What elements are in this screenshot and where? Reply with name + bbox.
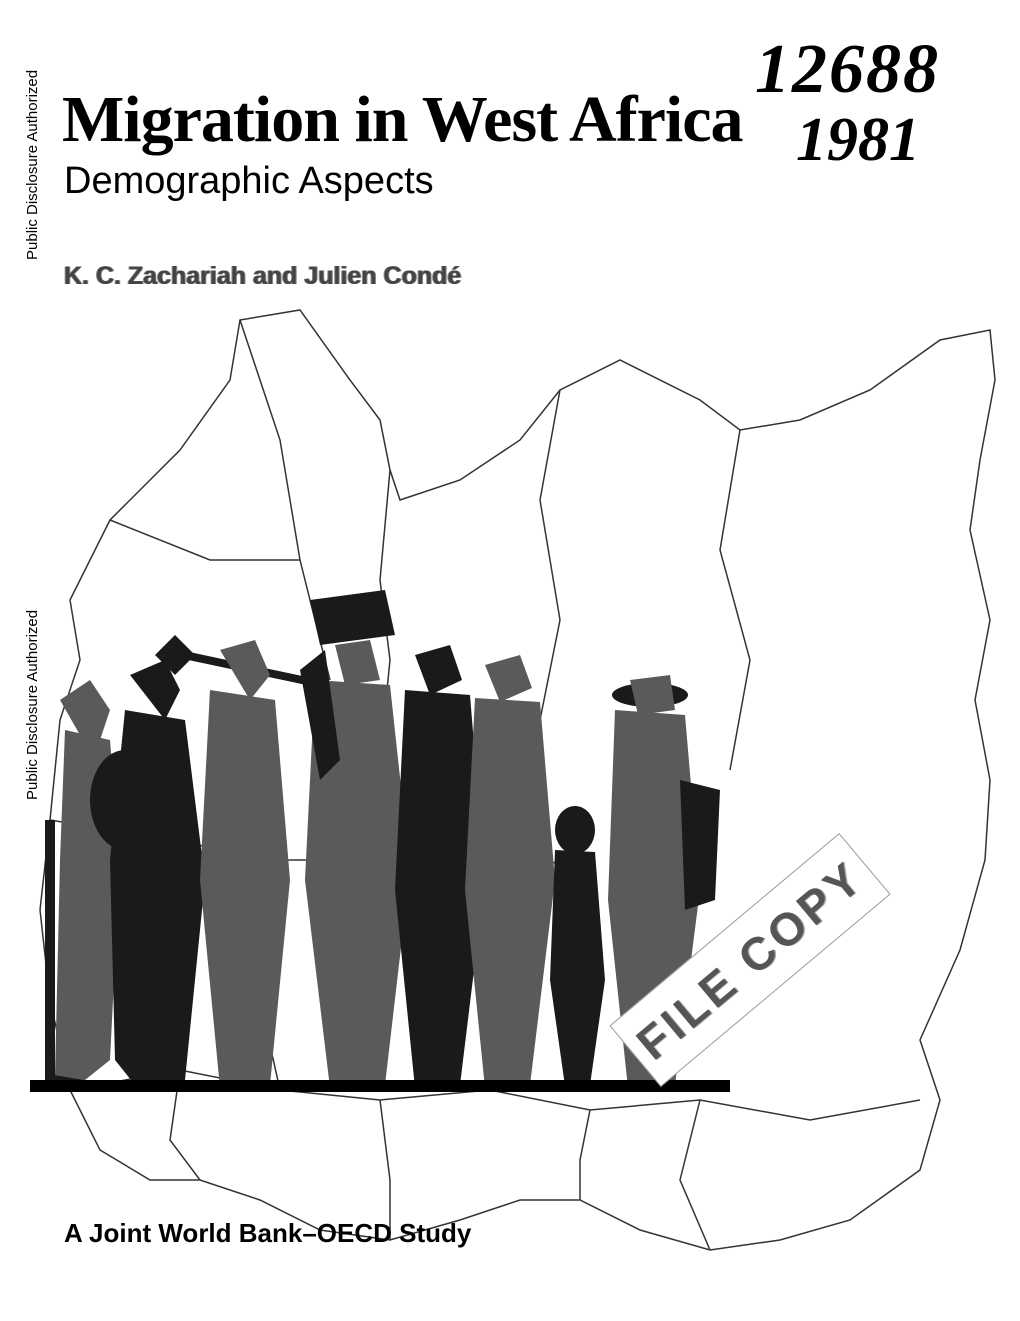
handwritten-year: 1981 (796, 105, 920, 176)
handwritten-document-id: 12688 (755, 30, 940, 110)
document-title: Migration in West Africa (62, 82, 743, 158)
cover-illustration: FILE COPY (20, 300, 1010, 1260)
document-authors: K. C. Zachariah and Julien Condé (64, 262, 461, 291)
disclosure-label-top: Public Disclosure Authorized (24, 70, 41, 260)
publisher-footer: A Joint World Bank–OECD Study (64, 1218, 471, 1249)
document-subtitle: Demographic Aspects (64, 160, 434, 203)
